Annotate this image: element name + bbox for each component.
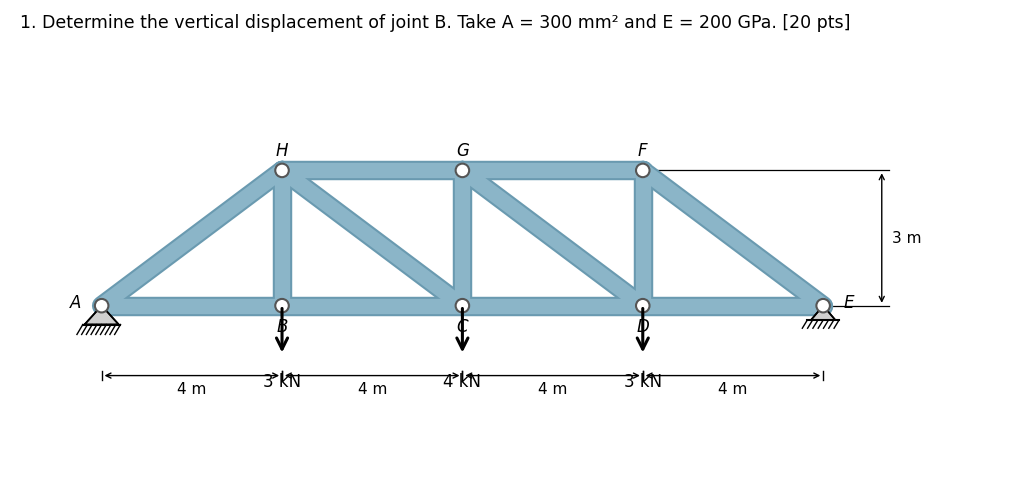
Circle shape bbox=[456, 299, 469, 312]
Polygon shape bbox=[85, 306, 119, 324]
Circle shape bbox=[95, 299, 109, 312]
Circle shape bbox=[456, 164, 469, 177]
Circle shape bbox=[816, 299, 829, 312]
Circle shape bbox=[636, 164, 649, 177]
Text: 4 m: 4 m bbox=[718, 382, 748, 397]
Text: H: H bbox=[275, 143, 289, 161]
Text: E: E bbox=[844, 295, 854, 312]
Circle shape bbox=[275, 164, 289, 177]
Text: C: C bbox=[457, 318, 468, 336]
Text: 4 m: 4 m bbox=[357, 382, 387, 397]
Polygon shape bbox=[811, 306, 836, 320]
Text: 4 kN: 4 kN bbox=[443, 374, 481, 391]
Text: F: F bbox=[638, 143, 647, 161]
Text: 4 m: 4 m bbox=[538, 382, 567, 397]
Text: 3 m: 3 m bbox=[892, 230, 922, 245]
Circle shape bbox=[275, 299, 289, 312]
Text: B: B bbox=[276, 318, 288, 336]
Text: A: A bbox=[70, 295, 81, 312]
Text: 1. Determine the vertical displacement of joint B. Take A = 300 mm² and E = 200 : 1. Determine the vertical displacement o… bbox=[20, 14, 851, 32]
Text: 4 m: 4 m bbox=[177, 382, 207, 397]
Circle shape bbox=[636, 299, 649, 312]
Text: D: D bbox=[636, 318, 649, 336]
Text: 3 kN: 3 kN bbox=[263, 374, 301, 391]
Text: G: G bbox=[456, 143, 469, 161]
Text: 3 kN: 3 kN bbox=[624, 374, 662, 391]
